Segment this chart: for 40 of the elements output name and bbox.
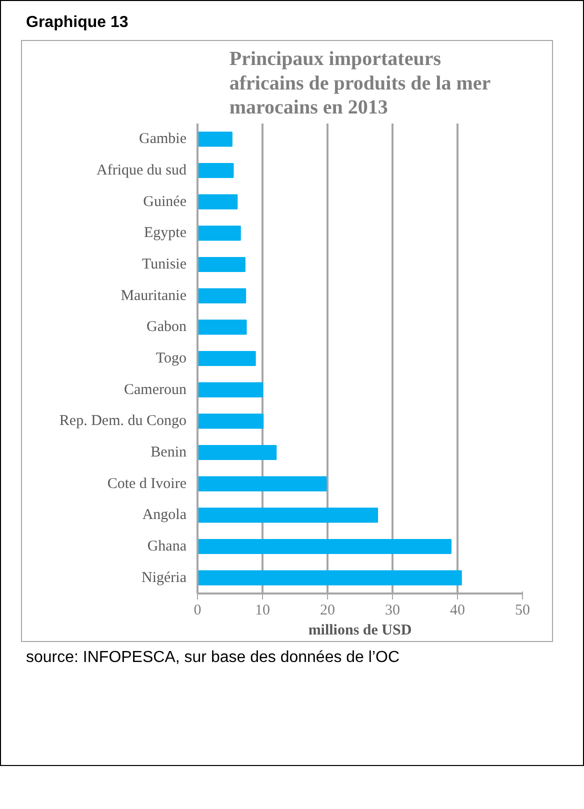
y-tick-label: Afrique du sud [96, 162, 187, 178]
x-tick-label: 0 [194, 602, 202, 618]
bar [198, 162, 234, 178]
bar [198, 444, 277, 460]
y-tick-label: Togo [156, 350, 187, 366]
x-tick-label: 30 [385, 602, 400, 618]
source-note: source: INFOPESCA, sur base des données de l’OC [26, 648, 400, 668]
bar [198, 538, 452, 554]
bar [198, 507, 378, 523]
bar [198, 288, 246, 304]
bar [198, 194, 238, 210]
y-tick-label: Cameroun [124, 382, 187, 398]
y-tick-label: Gabon [146, 319, 187, 336]
y-tick-label: Ghana [147, 538, 187, 554]
bar [198, 413, 264, 429]
y-tick-label: Nigéria [142, 570, 187, 586]
y-tick-label: Egypte [144, 225, 187, 242]
text: Graphique 13 [26, 13, 128, 33]
bar [198, 225, 241, 241]
bar [198, 131, 232, 147]
y-tick-label: Mauritanie [120, 288, 187, 304]
y-tick-label: Benin [150, 444, 187, 460]
bar [198, 476, 327, 492]
y-tick-label: Cote d Ivoire [107, 476, 187, 492]
x-tick-label: 10 [255, 602, 270, 618]
x-tick-label: 20 [320, 602, 335, 618]
bar [198, 382, 263, 398]
bar [198, 570, 462, 586]
bar [198, 256, 246, 272]
y-tick-label: Guinée [143, 194, 187, 210]
bar [198, 319, 247, 335]
bar [198, 350, 256, 366]
x-axis-title: millions de USD [308, 622, 412, 638]
y-tick-label: Angola [142, 507, 187, 524]
x-tick-label: 40 [450, 602, 465, 618]
chart-title: Principaux importateurs africains de produits de la mer marocains en 2013 [229, 48, 491, 118]
x-tick-label: 50 [515, 602, 530, 618]
y-tick-label: Rep. Dem. du Congo [59, 413, 187, 430]
y-tick-label: Tunisie [142, 256, 187, 272]
y-tick-label: Gambie [139, 131, 187, 148]
